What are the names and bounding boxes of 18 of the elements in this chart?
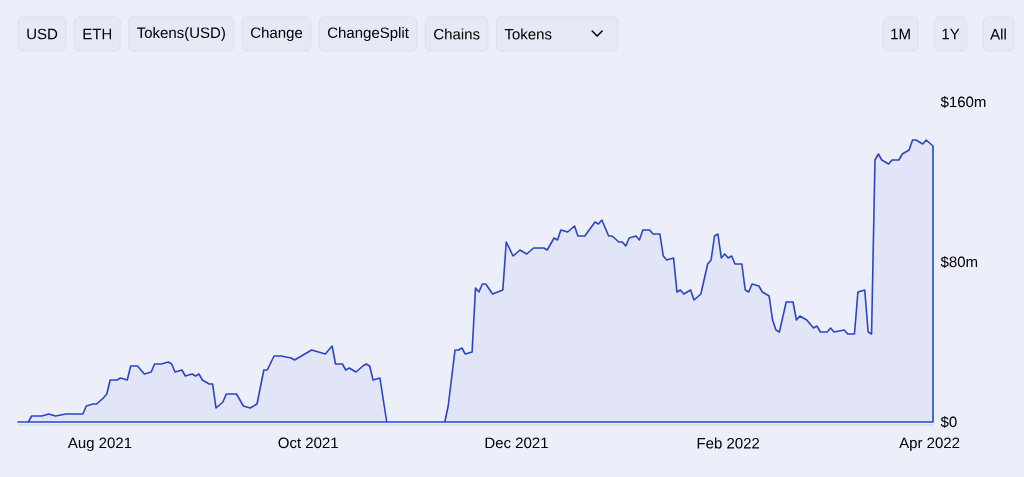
x-tick-label: Apr 2022: [899, 437, 960, 452]
text: Tokens: [504, 28, 552, 40]
x-tick-label: Oct 2021: [278, 437, 338, 449]
x-tick-label: Aug 2021: [67, 437, 132, 452]
y-tick-label: $0: [940, 415, 957, 429]
text: 1Y: [942, 28, 960, 40]
text: 1M: [891, 28, 910, 40]
text: USD: [27, 28, 58, 40]
text: ETH: [83, 28, 112, 40]
text: ChangeSplit: [327, 27, 409, 41]
x-tick-label: Feb 2022: [697, 437, 760, 449]
y-tick-label: $80m: [940, 255, 978, 269]
text: Change: [251, 27, 303, 41]
text: Tokens(USD): [137, 27, 225, 41]
text: All: [990, 28, 1006, 40]
y-tick-label: $160m: [940, 95, 986, 109]
x-tick-label: Dec 2021: [485, 437, 548, 449]
text: Chains: [434, 28, 480, 40]
